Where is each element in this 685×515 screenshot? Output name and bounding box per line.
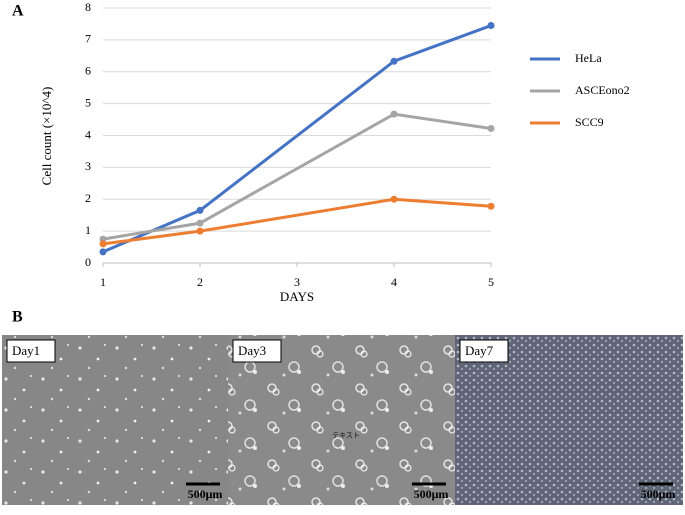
- x-tick-label: 4: [391, 275, 397, 289]
- image: [455, 335, 683, 505]
- y-tick-label: 5: [85, 95, 91, 109]
- y-tick-label: 0: [85, 255, 91, 269]
- panel-label: B: [12, 309, 23, 326]
- y-tick-label: 1: [85, 223, 91, 237]
- series-line: [102, 24, 492, 254]
- data-point: [487, 202, 495, 210]
- panel-label: A: [12, 3, 24, 20]
- x-tick-label: 2: [197, 275, 203, 289]
- data-point: [196, 206, 204, 214]
- x-axis-title: DAYS: [280, 289, 314, 304]
- series-line: [102, 112, 492, 241]
- y-tick-label: 3: [85, 159, 91, 173]
- x-tick-label: 3: [294, 275, 300, 289]
- series-line: [102, 197, 492, 246]
- data-point: [196, 219, 204, 227]
- overlay-text: テキスト: [332, 432, 360, 440]
- legend-label: HeLa: [575, 51, 602, 65]
- image-label: Day1: [12, 343, 40, 358]
- data-point: [390, 57, 398, 65]
- data-point: [390, 110, 398, 118]
- data-point: [487, 22, 495, 30]
- image-label: Day3: [238, 343, 266, 358]
- image-label-box: [459, 339, 509, 363]
- image-label-box: [232, 339, 282, 363]
- y-tick-label: 8: [85, 0, 91, 14]
- y-tick-label: 7: [85, 32, 91, 46]
- data-point: [99, 235, 107, 243]
- image: [2, 335, 228, 505]
- y-tick-label: 4: [85, 127, 91, 141]
- image-label-box: [6, 339, 56, 363]
- scale-bar-label: 500μm: [188, 487, 223, 501]
- scale-bar-label: 500μm: [414, 487, 449, 501]
- scale-bar-label: 500μm: [641, 487, 676, 501]
- data-point: [487, 124, 495, 132]
- micrograph: [2, 335, 683, 505]
- y-axis-title: Cell count (×10^4): [39, 87, 54, 186]
- x-tick-label: 5: [488, 275, 494, 289]
- data-point: [99, 240, 107, 248]
- legend-label: ASCEono2: [575, 83, 630, 97]
- y-tick-label: 2: [85, 191, 91, 205]
- data-point: [390, 195, 398, 203]
- image: [228, 335, 455, 505]
- legend-label: SCC9: [575, 115, 604, 129]
- data-point: [196, 227, 204, 235]
- y-tick-label: 6: [85, 64, 91, 78]
- data-point: [99, 248, 107, 256]
- image-label: Day7: [465, 343, 494, 358]
- x-tick-label: 1: [100, 275, 106, 289]
